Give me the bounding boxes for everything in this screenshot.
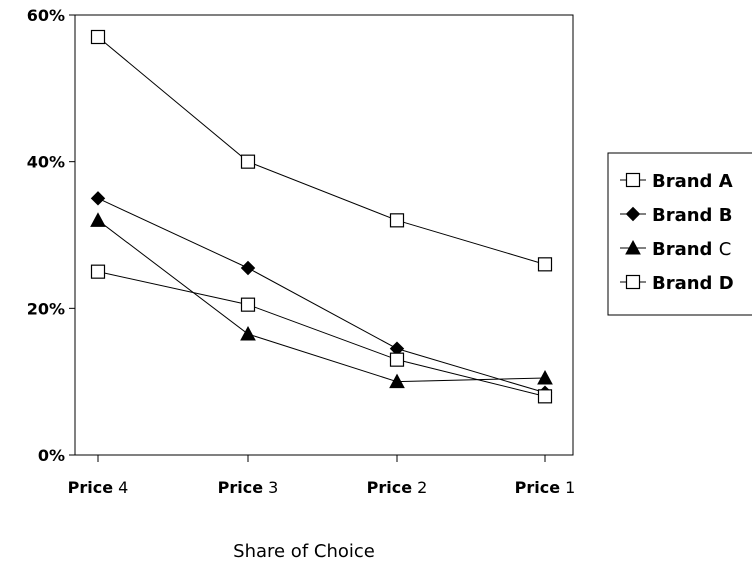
data-point-brand-d (537, 389, 553, 404)
data-point-brand-a (90, 29, 106, 45)
plot-area-frame (74, 14, 574, 456)
series-line-brand-b (97, 197, 546, 394)
data-point-brand-c (90, 212, 106, 227)
series-line-brand-a (97, 36, 546, 265)
legend-item-brand-d: Brand D (620, 273, 734, 294)
x-tick-label: Price 3 (218, 478, 279, 497)
legend-marker (625, 239, 641, 255)
legend-label: Brand B (652, 205, 732, 226)
series-line-brand-d (97, 271, 546, 397)
series-brand-d (90, 264, 553, 404)
legend: Brand A Brand B Brand C Brand D (607, 152, 752, 316)
series-brand-c (90, 212, 553, 389)
series-brand-a (90, 29, 553, 272)
data-point-brand-d (240, 297, 256, 312)
data-point-brand-a (389, 213, 405, 228)
legend-marker (625, 206, 641, 222)
data-point-brand-c (537, 369, 553, 385)
y-tick-label: 20% (27, 299, 65, 318)
data-point-brand-a (240, 154, 256, 169)
y-tick-label: 0% (38, 446, 65, 465)
data-point-brand-b (90, 191, 106, 206)
legend-marker (625, 172, 641, 188)
y-tick-label: 60% (27, 6, 65, 25)
data-point-brand-c (389, 373, 405, 389)
series-brand-b (90, 191, 553, 400)
y-tick-label: 40% (27, 153, 65, 172)
data-point-brand-c (240, 325, 256, 341)
legend-label: Brand A (652, 171, 733, 192)
x-tick-label: Price 2 (367, 478, 428, 497)
x-tick-label: Price 4 (68, 478, 129, 497)
legend-item-brand-b: Brand B (620, 205, 732, 226)
legend-label: Brand D (652, 273, 734, 294)
x-axis-title: Share of Choice (233, 541, 375, 562)
data-point-brand-d (389, 352, 405, 367)
series-line-brand-c (97, 219, 546, 383)
legend-item-brand-c: Brand C (620, 239, 731, 260)
data-point-brand-a (537, 257, 553, 272)
legend-item-brand-a: Brand A (620, 171, 733, 192)
legend-label: Brand C (652, 239, 731, 260)
data-point-brand-d (90, 264, 106, 279)
data-point-brand-b (240, 260, 256, 276)
x-tick-label: Price 1 (515, 478, 576, 497)
legend-marker (625, 274, 641, 290)
